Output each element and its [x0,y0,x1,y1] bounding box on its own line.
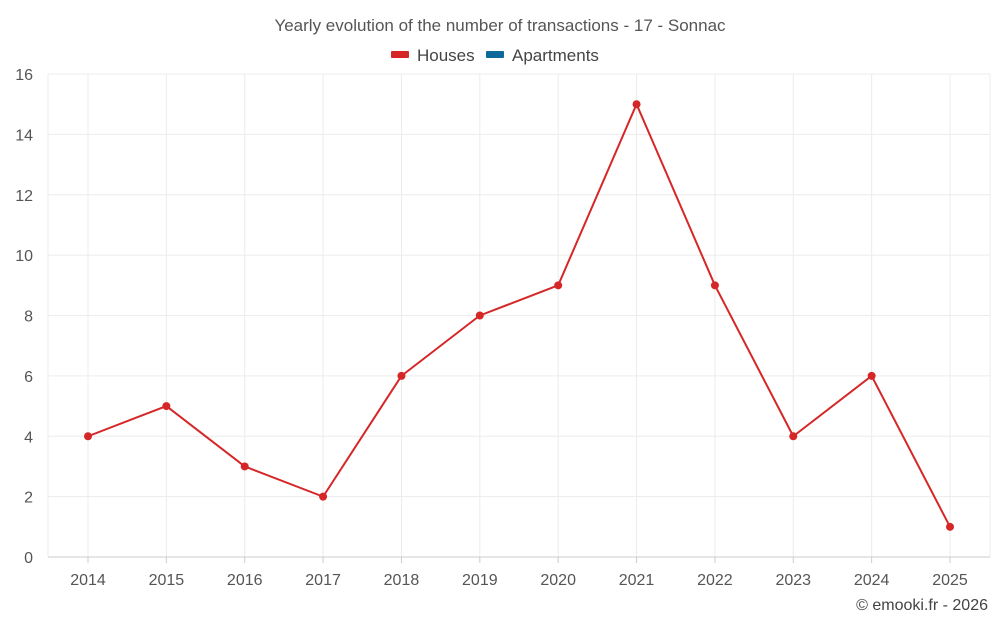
series-line-houses [87,103,951,528]
x-tick-label: 2022 [697,572,733,589]
data-point[interactable] [240,462,249,471]
y-tick-label: 6 [24,369,33,386]
x-tick-label: 2020 [540,572,576,589]
data-point[interactable] [319,492,328,501]
y-tick-label: 8 [24,309,33,326]
x-tick-label: 2016 [227,572,263,589]
x-tick-label: 2015 [149,572,185,589]
data-point[interactable] [162,402,171,411]
data-point[interactable] [710,281,719,290]
legend-label-houses[interactable]: Houses [417,46,475,65]
y-tick-label: 0 [24,550,33,567]
data-point[interactable] [397,371,406,380]
credit: © emooki.fr - 2026 [856,597,988,614]
data-point[interactable] [946,522,954,531]
series-houses [84,100,954,531]
data-point[interactable] [84,432,92,441]
x-tick-label: 2024 [854,572,890,589]
x-tick-label: 2025 [932,572,968,589]
x-tick-label: 2018 [384,572,420,589]
data-point[interactable] [867,371,876,380]
axes: 0 2 4 6 8 10 12 14 16 2014 2015 2016 2017 2018 2019 202… [15,67,990,589]
legend-swatch-apartments[interactable] [486,51,504,58]
grid [47,73,991,557]
legend: Houses Apartments [391,46,599,65]
y-tick-label: 10 [15,248,33,265]
x-tick-label: 2021 [619,572,655,589]
y-tick-label: 2 [24,490,33,507]
y-tick-label: 4 [24,429,33,446]
y-tick-label: 12 [15,188,33,205]
legend-label-apartments[interactable]: Apartments [512,46,599,65]
chart-title: Yearly evolution of the number of transa… [274,16,726,35]
data-point[interactable] [632,100,641,109]
data-point[interactable] [789,432,798,441]
legend-swatch-houses[interactable] [391,51,409,58]
x-tick-label: 2017 [305,572,341,589]
y-tick-label: 14 [15,127,33,144]
data-point[interactable] [554,281,563,290]
x-tick-label: 2023 [775,572,811,589]
data-point[interactable] [475,311,484,320]
x-tick-label: 2014 [70,572,106,589]
y-tick-label: 16 [15,67,33,84]
x-tick-label: 2019 [462,572,498,589]
